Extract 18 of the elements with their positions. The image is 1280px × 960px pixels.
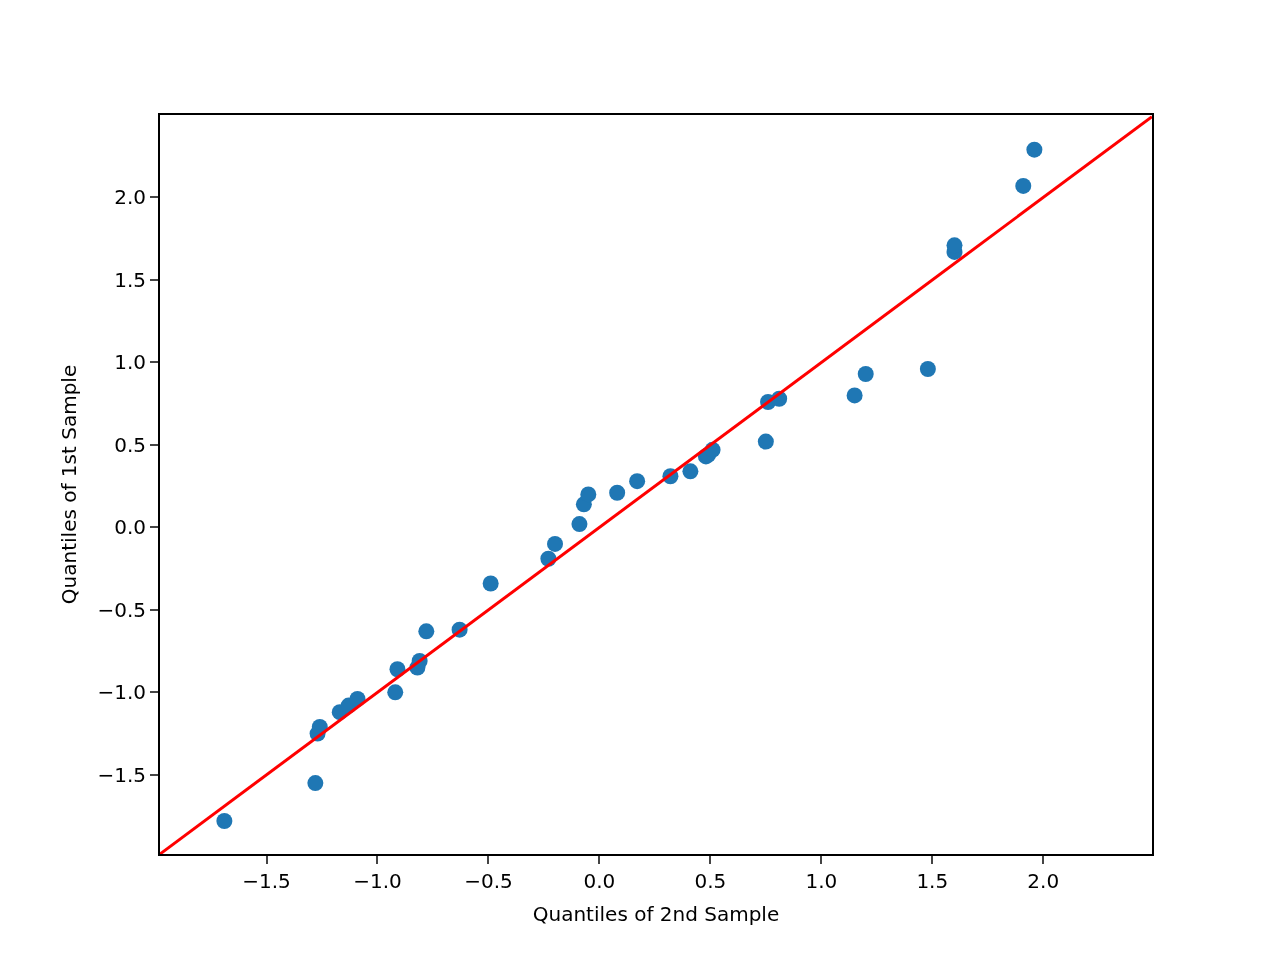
y-tick-label: 1.0 (114, 350, 146, 375)
x-tick-label: −0.5 (464, 869, 513, 893)
x-tick-label: −1.5 (242, 869, 291, 893)
y-tick-label: 1.5 (114, 267, 146, 292)
y-tick-label: −1.5 (97, 762, 146, 787)
x-axis-title: Quantiles of 2nd Sample (532, 902, 780, 926)
x-tick-label: 0.0 (583, 869, 616, 893)
y-tick-label: 0.5 (114, 432, 146, 457)
y-tick-label: 2.0 (114, 185, 146, 210)
y-tick-label: −0.5 (97, 597, 146, 622)
x-tick-label: 2.0 (1027, 869, 1060, 893)
y-tick-label: 0.0 (114, 515, 146, 540)
y-tick-label: −1.0 (97, 680, 146, 705)
x-tick-label: 1.0 (805, 869, 838, 893)
x-tick-label: −1.0 (353, 869, 402, 893)
y-axis-title: Quantiles of 1st Sample (57, 364, 82, 605)
x-tick-label: 0.5 (694, 869, 727, 893)
x-tick-label: 1.5 (916, 869, 949, 893)
